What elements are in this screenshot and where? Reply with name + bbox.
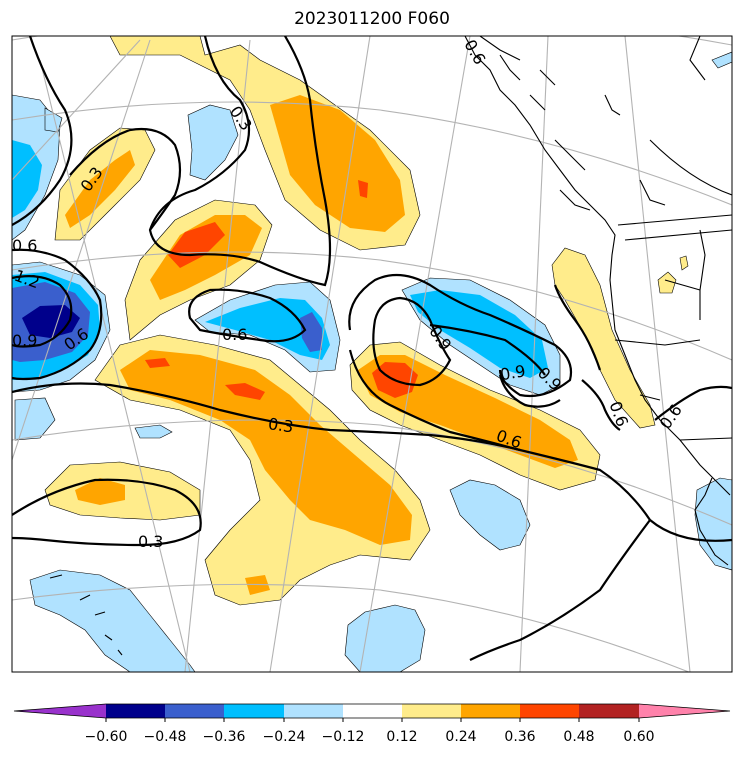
contour-east-0.6	[348, 273, 573, 398]
contour-southeast-0.3	[469, 519, 651, 661]
fill-central-blue-core	[205, 298, 330, 360]
fill-southeast-corner-blue	[694, 477, 732, 571]
contour-label: 0.9	[12, 331, 37, 350]
contour-label: 0.6	[460, 36, 489, 68]
fill-northeast-dots	[711, 51, 732, 69]
contour-east-0.6-loop	[498, 374, 561, 408]
colorbar-tick-label: −0.60	[85, 729, 128, 745]
contour-label: 0.6	[222, 325, 247, 344]
contour-label: 0.6	[12, 236, 37, 255]
fill-northwest-blue-core	[12, 140, 42, 218]
colorbar-segment	[343, 704, 402, 718]
fill-south-blue	[344, 604, 426, 672]
fill-west-small-2	[134, 424, 173, 439]
colorbar-segment	[461, 704, 520, 718]
contour-south-0.3	[12, 478, 202, 547]
fill-coastal-strip	[551, 247, 656, 429]
colorbar-extend-low	[14, 704, 106, 718]
colorbar-ticks	[105, 718, 640, 722]
colorbar-tick-label: −0.24	[263, 729, 306, 745]
fill-central-west-peak	[168, 222, 225, 268]
fill-central-west-core	[150, 215, 262, 300]
contour-east-0.9	[372, 296, 452, 387]
fill-southwest-blue	[29, 569, 196, 672]
fill-interior-dot	[679, 255, 689, 271]
fill-interior-small	[657, 271, 677, 294]
contour-coast-0.6-c	[553, 284, 602, 371]
contour-label: 0.9	[499, 361, 527, 384]
negative-fill-regions	[12, 51, 732, 672]
fill-southeast-blue	[449, 479, 531, 551]
fill-long-band-peak-a	[225, 383, 265, 400]
contour-0.6-long	[348, 349, 521, 452]
colorbar-tick-labels: −0.60 −0.48 −0.36 −0.24 −0.12 0.12 0.24 …	[85, 729, 655, 745]
positive-fill-regions	[44, 36, 689, 606]
contour-coast-0.6-b	[654, 385, 732, 421]
colorbar-extend-high	[639, 704, 730, 718]
fill-north-blue	[187, 104, 239, 181]
colorbar-tick-label: 0.60	[623, 729, 654, 745]
contour-label: 0.3	[138, 532, 163, 551]
colorbar-segment	[284, 704, 343, 718]
fill-west-small	[14, 397, 56, 441]
colorbar-segment	[165, 704, 224, 718]
colorbar-segment	[520, 704, 579, 718]
contour-northwest-0.3-b	[69, 127, 182, 231]
colorbar-tick-label: −0.36	[203, 729, 246, 745]
fill-west-low-d	[22, 305, 80, 338]
fill-north-central-core	[270, 95, 405, 232]
map-frame	[11, 35, 733, 673]
fill-central-blue-deep	[300, 312, 322, 352]
colorbar-tick-label: 0.12	[386, 729, 417, 745]
contour-coast-0.6	[581, 379, 621, 431]
contour-northwest-0.3	[12, 36, 73, 226]
colorbar: −0.60 −0.48 −0.36 −0.24 −0.12 0.12 0.24 …	[13, 703, 731, 745]
colorbar-tick-label: 0.48	[563, 729, 594, 745]
contour-label: 0.6	[656, 401, 686, 433]
colorbar-segment	[224, 704, 284, 718]
contour-label: 0.3	[267, 414, 295, 436]
coastlines	[49, 36, 732, 656]
map-title: 2023011200 F060	[294, 9, 450, 29]
colorbar-segment	[106, 704, 165, 718]
colorbar-segment	[402, 704, 461, 718]
colorbar-tick-label: −0.12	[322, 729, 365, 745]
contour-east-0.9-b	[429, 323, 546, 376]
map-panel: 0.3 0.3 0.6 1.2 0.9 0.6 0.6 0.9 0.9 0.9 …	[12, 36, 732, 672]
colorbar-tick-label: 0.24	[445, 729, 476, 745]
fill-north-central-peak	[358, 180, 368, 198]
fill-long-band-core	[120, 350, 412, 545]
contour-central-0.6	[188, 288, 307, 343]
fill-south-central	[245, 575, 270, 595]
contour-west-0.6	[12, 248, 103, 381]
contour-0.3-long	[12, 382, 732, 542]
colorbar-tick-label: 0.36	[504, 729, 535, 745]
contour-lines	[12, 36, 732, 661]
contour-west-0.9	[12, 275, 73, 348]
colorbar-segment	[579, 704, 639, 718]
fill-long-band-peak-b	[145, 358, 170, 368]
colorbar-tick-label: −0.48	[144, 729, 187, 745]
fill-southwest-core	[75, 478, 125, 505]
graticule	[12, 36, 732, 672]
contour-north-0.3	[148, 36, 332, 287]
fill-northwest-core	[65, 150, 135, 228]
